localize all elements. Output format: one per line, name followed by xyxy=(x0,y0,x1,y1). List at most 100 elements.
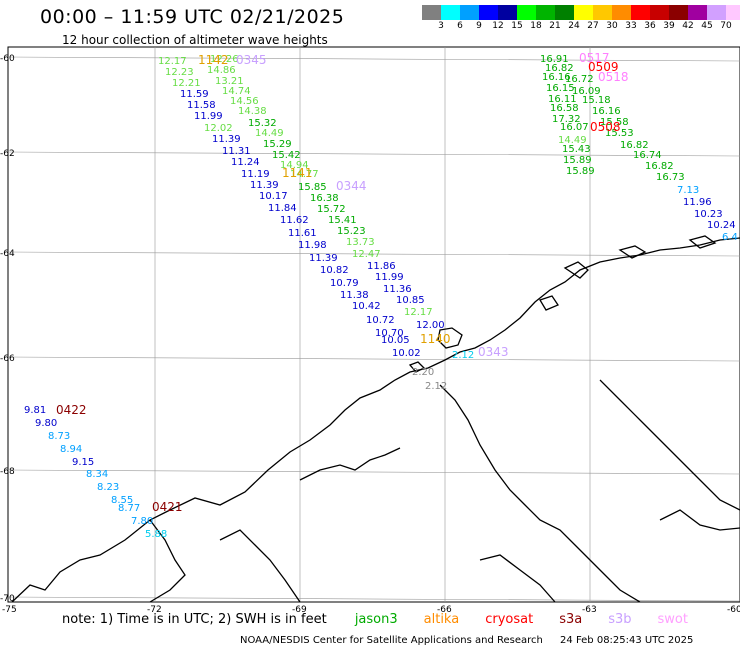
wave-height-value: 11.98 xyxy=(298,240,327,251)
track-time-label: 0421 xyxy=(152,500,183,514)
wave-height-value: 11.84 xyxy=(268,203,297,214)
wave-height-value: 14.94 xyxy=(280,160,309,171)
wave-height-value: 9.15 xyxy=(72,457,94,468)
wave-height-value: 2.20 xyxy=(412,367,434,378)
wave-height-value: 9.80 xyxy=(35,418,57,429)
wave-height-value: 15.58 xyxy=(600,117,629,128)
map-frame xyxy=(7,46,740,603)
wave-height-value: 16.73 xyxy=(656,172,685,183)
wave-height-value: 16.16 xyxy=(592,106,621,117)
wave-height-value: 14.77 xyxy=(290,169,319,180)
alexander-island-coast xyxy=(149,519,186,603)
legend-swatch xyxy=(612,5,631,20)
legend-swatch xyxy=(650,5,669,20)
wave-height-value: 11.58 xyxy=(187,100,216,111)
credit-text: NOAA/NESDIS Center for Satellite Applica… xyxy=(240,635,543,646)
wave-height-value: 14.49 xyxy=(255,128,284,139)
wave-height-value: 14.74 xyxy=(222,86,251,97)
wave-height-value: 16.11 xyxy=(548,94,577,105)
lat-lon-grid xyxy=(7,47,740,602)
satellite-label-s3b: s3b xyxy=(608,612,632,627)
legend-swatch xyxy=(479,5,498,20)
wave-height-value: 10.24 xyxy=(707,220,736,231)
wave-height-value: 15.41 xyxy=(328,215,357,226)
wave-height-value: 11.86 xyxy=(367,261,396,272)
wave-height-value: 10.70 xyxy=(375,328,404,339)
wave-height-value: 11.99 xyxy=(194,111,223,122)
wave-height-value: 2.12 xyxy=(425,381,447,392)
wave-height-value: 11.36 xyxy=(383,284,412,295)
wave-height-value: 12.47 xyxy=(352,249,381,260)
satellite-legend: jason3 altika cryosat s3a s3b swot xyxy=(351,612,688,627)
wave-height-value: 7.13 xyxy=(677,185,699,196)
wave-height-value: 14.86 xyxy=(207,65,236,76)
legend-swatch xyxy=(422,5,441,20)
wave-height-value: 15.89 xyxy=(563,155,592,166)
latitude-line xyxy=(7,56,740,62)
wave-height-value: 16.07 xyxy=(560,122,589,133)
legend-swatch xyxy=(536,5,555,20)
track-time-label: 1142 xyxy=(198,53,229,67)
wave-height-value: 9.81 xyxy=(24,405,46,416)
legend-label: 42 xyxy=(682,21,694,31)
wave-height-value: 10.23 xyxy=(694,209,723,220)
island-5 xyxy=(618,245,647,259)
wave-height-value: 11.39 xyxy=(212,134,241,145)
wave-height-value: 11.59 xyxy=(180,89,209,100)
track-time-label: 0345 xyxy=(236,53,267,67)
wave-height-value: 14.56 xyxy=(230,96,259,107)
wave-height-value: 16.58 xyxy=(550,103,579,114)
longitude-label: -72 xyxy=(147,605,162,615)
track-time-label: 0517 xyxy=(579,51,610,65)
longitude-label: -60 xyxy=(727,605,740,615)
track-time-label: 0518 xyxy=(598,70,629,84)
wave-height-value: 17.32 xyxy=(552,114,581,125)
wave-height-value: 2.12 xyxy=(452,350,474,361)
wave-height-value: 8.34 xyxy=(86,469,108,480)
track-time-label: 0508 xyxy=(590,120,621,134)
island-2 xyxy=(408,361,426,373)
track-time-label: 0509 xyxy=(588,60,619,74)
legend-swatch xyxy=(498,5,517,20)
wave-height-value: 11.19 xyxy=(241,169,270,180)
antarctic-peninsula-coast xyxy=(11,237,740,603)
legend-label: 36 xyxy=(644,21,656,31)
satellite-label-s3a: s3a xyxy=(559,612,583,627)
wave-height-labels: 12.1712.2312.2111.5911.5811.9912.0211.39… xyxy=(24,54,738,540)
wave-height-value: 12.23 xyxy=(165,67,194,78)
wave-height-value: 15.72 xyxy=(317,204,346,215)
wave-height-value: 12.21 xyxy=(172,78,201,89)
island-3 xyxy=(563,261,589,279)
peninsula-east-coast xyxy=(439,384,641,603)
longitude-label: -66 xyxy=(437,605,452,615)
legend-label: 3 xyxy=(438,21,444,31)
latitude-line xyxy=(7,596,740,602)
wave-height-value: 11.39 xyxy=(250,180,279,191)
wave-height-value: 15.53 xyxy=(605,128,634,139)
axis-labels: -60 -62 -64 -66 -68 -70-75 -72 -69 -66 -63 -60 xyxy=(0,54,740,615)
wave-height-value: 15.42 xyxy=(272,150,301,161)
wave-height-value: 12.17 xyxy=(158,56,187,67)
footer-note: note: 1) Time is in UTC; 2) SWH is in fe… xyxy=(62,612,327,627)
legend-swatch xyxy=(669,5,688,20)
latitude-label: -62 xyxy=(0,149,15,159)
legend-swatch xyxy=(517,5,536,20)
longitude-label: -69 xyxy=(292,605,307,615)
wave-height-value: 15.43 xyxy=(562,144,591,155)
ice-shelf-line xyxy=(299,447,401,481)
wave-height-value: 8.77 xyxy=(118,503,140,514)
wave-height-value: 11.38 xyxy=(340,290,369,301)
latitude-label: -60 xyxy=(0,54,15,64)
color-legend xyxy=(422,5,740,20)
wave-height-value: 8.94 xyxy=(60,444,82,455)
wave-height-value: 16.72 xyxy=(565,74,594,85)
footer-credit-row: NOAA/NESDIS Center for Satellite Applica… xyxy=(240,635,693,646)
wave-height-value: 10.02 xyxy=(392,348,421,359)
latitude-label: -68 xyxy=(0,467,15,477)
wave-height-value: 11.96 xyxy=(683,197,712,208)
legend-swatch xyxy=(441,5,460,20)
legend-swatch xyxy=(688,5,707,20)
wave-height-value: 11.99 xyxy=(375,272,404,283)
legend-swatch xyxy=(593,5,612,20)
